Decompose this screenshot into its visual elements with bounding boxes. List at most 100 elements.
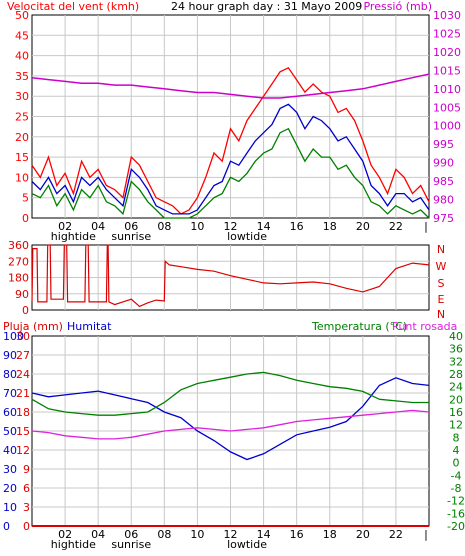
hour-label-0-11: | [424, 220, 428, 233]
direction-tick-90: 90 [15, 288, 29, 301]
compass-letter-0: N [437, 243, 445, 256]
rain-tick-18: 18 [16, 406, 30, 419]
rain-tick-6: 6 [23, 482, 30, 495]
hour-label-0-2: 06 [124, 220, 138, 233]
compass-letter-3: E [438, 293, 445, 306]
hour-label-0-4: 10 [190, 220, 204, 233]
rain-tick-27: 27 [16, 349, 30, 362]
hour-label-0-3: 08 [157, 220, 171, 233]
hour-label-1-11: | [424, 528, 428, 541]
rain-tick-9: 9 [23, 463, 30, 476]
humidity-tick-30: 30 [3, 463, 17, 476]
humidity-tick-70: 70 [3, 387, 17, 400]
rain-tick-3: 3 [23, 501, 30, 514]
wind-tick-25: 25 [15, 111, 29, 124]
under-label-0-2: lowtide [227, 230, 267, 243]
pressure-tick-1005: 1005 [433, 101, 461, 114]
pressure-tick-1025: 1025 [433, 27, 461, 40]
pressure-tick-975: 975 [433, 212, 454, 225]
rain-tick-30: 30 [16, 330, 30, 343]
hour-label-0-9: 20 [356, 220, 370, 233]
humidity-tick-40: 40 [3, 444, 17, 457]
rain-title: Pluja (mm) [3, 320, 63, 333]
temp-tick--8: -8 [451, 482, 462, 495]
temp-tick--12: -12 [447, 495, 465, 508]
tick-labels: 02 04 06 08 10 12 14 16 18 20 22 |hightide sunrise lo… [3, 9, 465, 551]
wind-tick-30: 30 [15, 90, 29, 103]
humidity-title: Humitat [67, 320, 112, 333]
under-label-1-2: lowtide [227, 538, 267, 551]
pressure-tick-1030: 1030 [433, 9, 461, 22]
temp-tick--4: -4 [451, 469, 462, 482]
humidity-tick-90: 90 [3, 349, 17, 362]
pressure-tick-995: 995 [433, 138, 454, 151]
temp-tick-4: 4 [453, 444, 460, 457]
pressure-tick-990: 990 [433, 157, 454, 170]
humidity-tick-50: 50 [3, 425, 17, 438]
temperature-title: Temperatura (°C) [311, 320, 407, 333]
direction-tick-180: 180 [8, 272, 29, 285]
under-label-1-1: sunrise [111, 538, 151, 551]
hour-label-1-7: 16 [290, 528, 304, 541]
hour-label-0-7: 16 [290, 220, 304, 233]
graph-date-title: 24 hour graph day : 31 Mayo 2009 [171, 0, 362, 13]
pressure-tick-1000: 1000 [433, 120, 461, 133]
temp-tick-8: 8 [453, 431, 460, 444]
hour-label-0-6: 14 [257, 220, 271, 233]
hour-label-1-6: 14 [257, 528, 271, 541]
direction-tick-0: 0 [22, 304, 29, 317]
wind-series-mid [31, 103, 430, 215]
compass-letter-2: S [438, 277, 445, 290]
temp-tick-32: 32 [449, 355, 463, 368]
wind-tick-10: 10 [15, 171, 29, 184]
hour-label-1-10: 22 [389, 528, 403, 541]
wind-tick-0: 0 [22, 212, 29, 225]
hour-label-0-10: 22 [389, 220, 403, 233]
wind-series-gust [31, 66, 430, 215]
direction-series [31, 244, 430, 308]
hour-label-1-5: 12 [224, 528, 238, 541]
wind-tick-45: 45 [15, 29, 29, 42]
wind-tick-15: 15 [15, 151, 29, 164]
compass-letter-1: W [436, 260, 447, 273]
lower-series-temperature [31, 371, 429, 416]
humidity-tick-100: 100 [3, 330, 24, 343]
humidity-tick-10: 10 [3, 501, 17, 514]
temp-tick-0: 0 [453, 457, 460, 470]
temp-tick-12: 12 [449, 419, 463, 432]
wind-series-avg [31, 127, 430, 219]
hour-label-1-9: 20 [356, 528, 370, 541]
temp-tick-24: 24 [449, 381, 463, 394]
direction-tick-270: 270 [8, 255, 29, 268]
compass-letter-4: N [437, 308, 445, 321]
hour-label-1-1: 04 [91, 528, 105, 541]
pressure-tick-1020: 1020 [433, 46, 461, 59]
hour-label-1-8: 18 [323, 528, 337, 541]
dewpoint-title: Punt rosada [392, 320, 457, 333]
pressure-tick-1010: 1010 [433, 83, 461, 96]
rain-tick-0: 0 [23, 520, 30, 533]
pressure-title: Pressió (mb) [363, 0, 432, 13]
humidity-tick-60: 60 [3, 406, 17, 419]
hour-label-1-0: 02 [58, 528, 72, 541]
temp-tick-16: 16 [449, 406, 463, 419]
rain-tick-24: 24 [16, 368, 30, 381]
rain-tick-21: 21 [16, 387, 30, 400]
wind-speed-title: Velocitat del vent (kmh) [7, 0, 139, 13]
humidity-tick-80: 80 [3, 368, 17, 381]
wind-tick-35: 35 [15, 70, 29, 83]
hour-label-1-4: 10 [190, 528, 204, 541]
under-label-0-1: sunrise [111, 230, 151, 243]
wind-tick-50: 50 [15, 9, 29, 22]
temp-tick-40: 40 [449, 330, 463, 343]
hour-label-0-1: 04 [91, 220, 105, 233]
hour-label-1-2: 06 [124, 528, 138, 541]
hour-label-0-8: 18 [323, 220, 337, 233]
temp-tick-20: 20 [449, 393, 463, 406]
wind-tick-20: 20 [15, 131, 29, 144]
pressure-tick-980: 980 [433, 194, 454, 207]
temp-tick-36: 36 [449, 343, 463, 356]
rain-tick-15: 15 [16, 425, 30, 438]
